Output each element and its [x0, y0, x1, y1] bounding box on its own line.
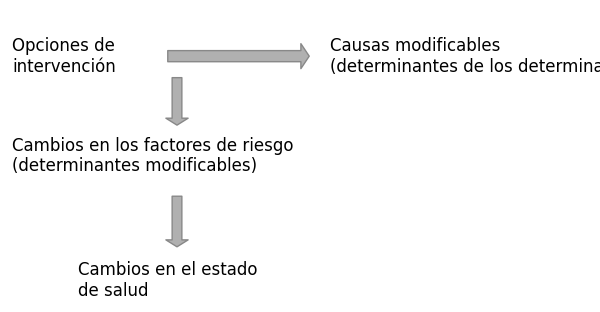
Text: Opciones de
intervención: Opciones de intervención: [12, 37, 116, 76]
Text: Cambios en el estado
de salud: Cambios en el estado de salud: [78, 261, 257, 300]
Text: Cambios en los factores de riesgo
(determinantes modificables): Cambios en los factores de riesgo (deter…: [12, 137, 293, 175]
Text: Causas modificables
(determinantes de los determinates): Causas modificables (determinantes de lo…: [330, 37, 600, 76]
